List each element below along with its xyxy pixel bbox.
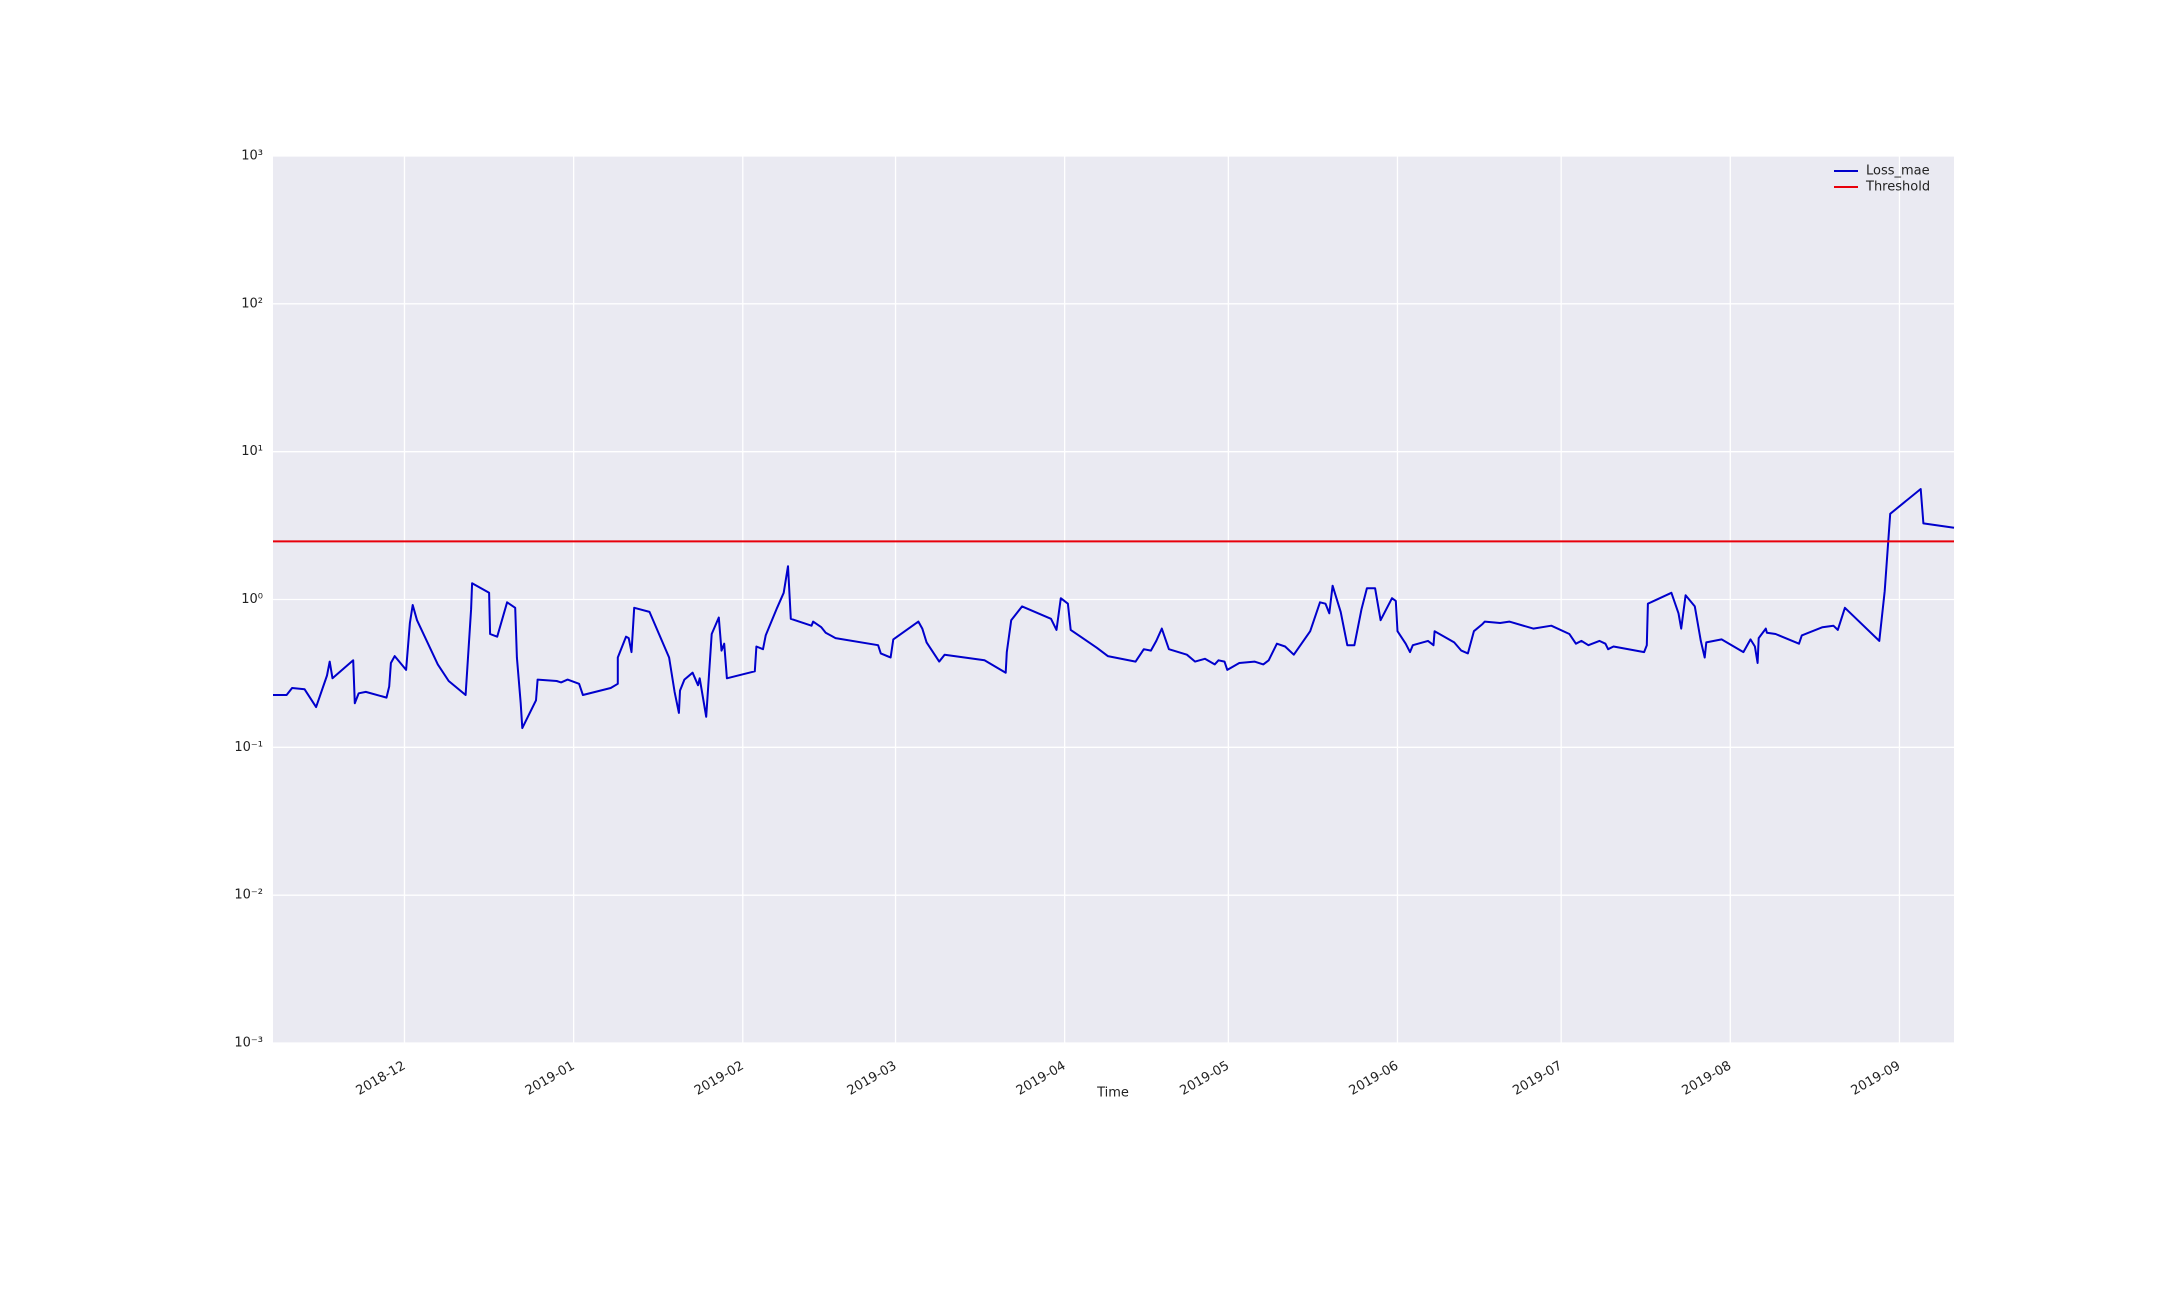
x-axis-label: Time (1096, 1086, 1129, 1101)
legend-label: Loss_mae (1866, 164, 1930, 179)
x-tick-label: 2019-05 (1178, 1059, 1233, 1099)
x-tick-label: 2019-04 (1014, 1059, 1069, 1099)
y-tick-label: 10⁻³ (234, 1036, 263, 1051)
y-tick-label: 10⁻² (234, 888, 263, 903)
y-tick-label: 10³ (241, 149, 263, 164)
x-tick-label: 2018-12 (354, 1059, 409, 1099)
x-tick-label: 2019-09 (1849, 1059, 1904, 1099)
x-tick-label: 2019-02 (692, 1059, 747, 1099)
legend-label: Threshold (1865, 180, 1930, 195)
x-tick-label: 2019-08 (1680, 1059, 1735, 1099)
x-tick-label: 2019-01 (523, 1059, 578, 1099)
y-tick-label: 10² (241, 296, 263, 311)
x-tick-label: 2019-06 (1347, 1059, 1402, 1099)
x-tick-label: 2019-03 (845, 1059, 900, 1099)
x-tick-label: 2019-07 (1510, 1059, 1565, 1099)
y-tick-label: 10⁰ (241, 592, 263, 607)
y-tick-label: 10¹ (241, 444, 263, 459)
series-line (273, 488, 1955, 730)
y-tick-label: 10⁻¹ (234, 740, 263, 755)
